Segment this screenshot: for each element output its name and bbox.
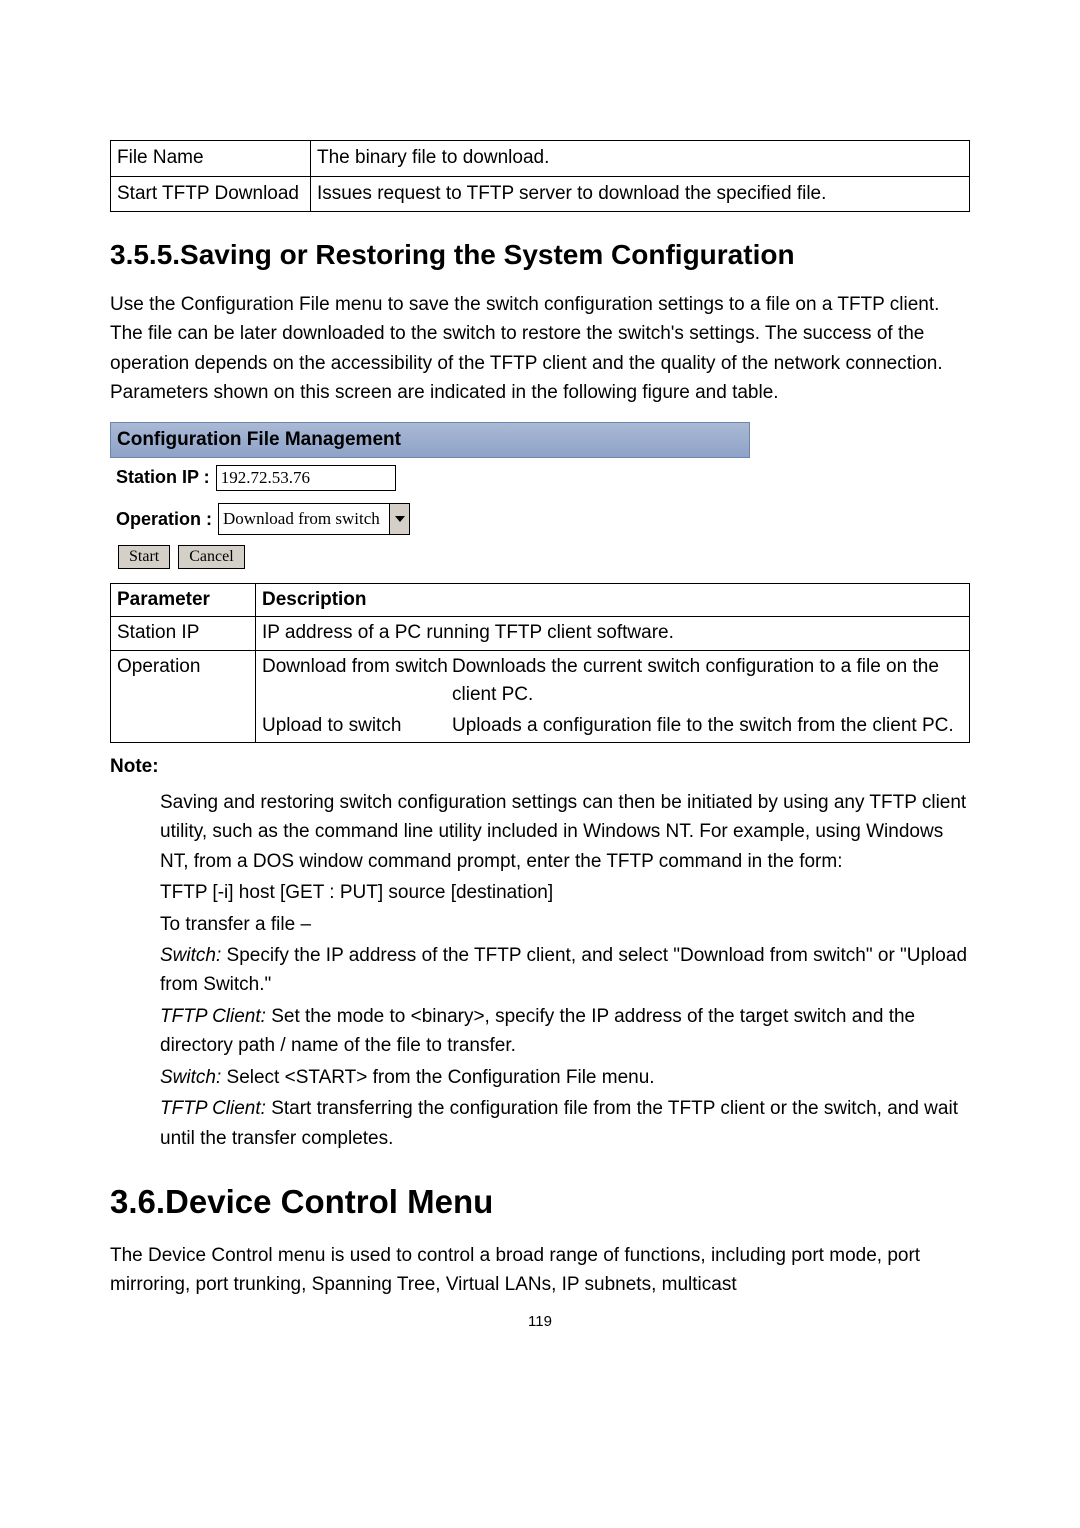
note-line: TFTP Client: Start transferring the conf… — [160, 1094, 970, 1153]
cancel-button[interactable]: Cancel — [178, 545, 244, 569]
col-description: Description — [256, 583, 970, 617]
cell-param: File Name — [111, 141, 311, 177]
station-ip-label: Station IP : — [116, 464, 210, 491]
parameter-description-table: Parameter Description Station IP IP addr… — [110, 583, 970, 744]
button-row: Start Cancel — [110, 541, 750, 573]
cell-desc: The binary file to download. — [311, 141, 970, 177]
note-body: Saving and restoring switch configuratio… — [160, 788, 970, 1153]
cell-param: Station IP — [111, 617, 256, 651]
operation-row: Operation : Download from switch — [110, 497, 750, 541]
note-line: TFTP [-i] host [GET : PUT] source [desti… — [160, 878, 970, 907]
col-parameter: Parameter — [111, 583, 256, 617]
note-line: Switch: Select <START> from the Configur… — [160, 1063, 970, 1092]
operation-select[interactable]: Download from switch — [218, 503, 410, 535]
cell-param: Start TFTP Download — [111, 176, 311, 212]
chapter-heading: 3.6.Device Control Menu — [110, 1177, 970, 1227]
table-row: Operation Download from switch Downloads… — [111, 650, 970, 743]
cell-desc: Download from switch Downloads the curre… — [256, 650, 970, 743]
table-row: Station IP IP address of a PC running TF… — [111, 617, 970, 651]
section-heading: 3.5.5.Saving or Restoring the System Con… — [110, 234, 970, 276]
cell-param: Operation — [111, 650, 256, 743]
note-line: To transfer a file – — [160, 910, 970, 939]
cell-desc: Issues request to TFTP server to downloa… — [311, 176, 970, 212]
operation-label: Operation : — [116, 506, 212, 533]
op-name: Download from switch — [262, 653, 452, 710]
page-number: 119 — [110, 1311, 970, 1334]
config-file-management-panel: Configuration File Management Station IP… — [110, 422, 750, 573]
note-line: Switch: Specify the IP address of the TF… — [160, 941, 970, 1000]
table-row: File Name The binary file to download. — [111, 141, 970, 177]
cell-desc: IP address of a PC running TFTP client s… — [256, 617, 970, 651]
station-ip-input[interactable] — [216, 465, 396, 491]
table-header-row: Parameter Description — [111, 583, 970, 617]
op-text: Uploads a configuration file to the swit… — [452, 712, 963, 741]
download-params-table: File Name The binary file to download. S… — [110, 140, 970, 212]
table-row: Start TFTP Download Issues request to TF… — [111, 176, 970, 212]
start-button[interactable]: Start — [118, 545, 170, 569]
op-name: Upload to switch — [262, 712, 452, 741]
note-line: Saving and restoring switch configuratio… — [160, 788, 970, 876]
chevron-down-icon — [389, 504, 409, 534]
note-label: Note: — [110, 753, 970, 782]
op-text: Downloads the current switch configurati… — [452, 653, 963, 710]
station-ip-row: Station IP : — [110, 458, 750, 497]
operation-select-value: Download from switch — [219, 504, 389, 534]
note-line: TFTP Client: Set the mode to <binary>, s… — [160, 1002, 970, 1061]
chapter-intro: The Device Control menu is used to contr… — [110, 1241, 970, 1300]
panel-title: Configuration File Management — [110, 422, 750, 459]
section-intro: Use the Configuration File menu to save … — [110, 290, 970, 408]
